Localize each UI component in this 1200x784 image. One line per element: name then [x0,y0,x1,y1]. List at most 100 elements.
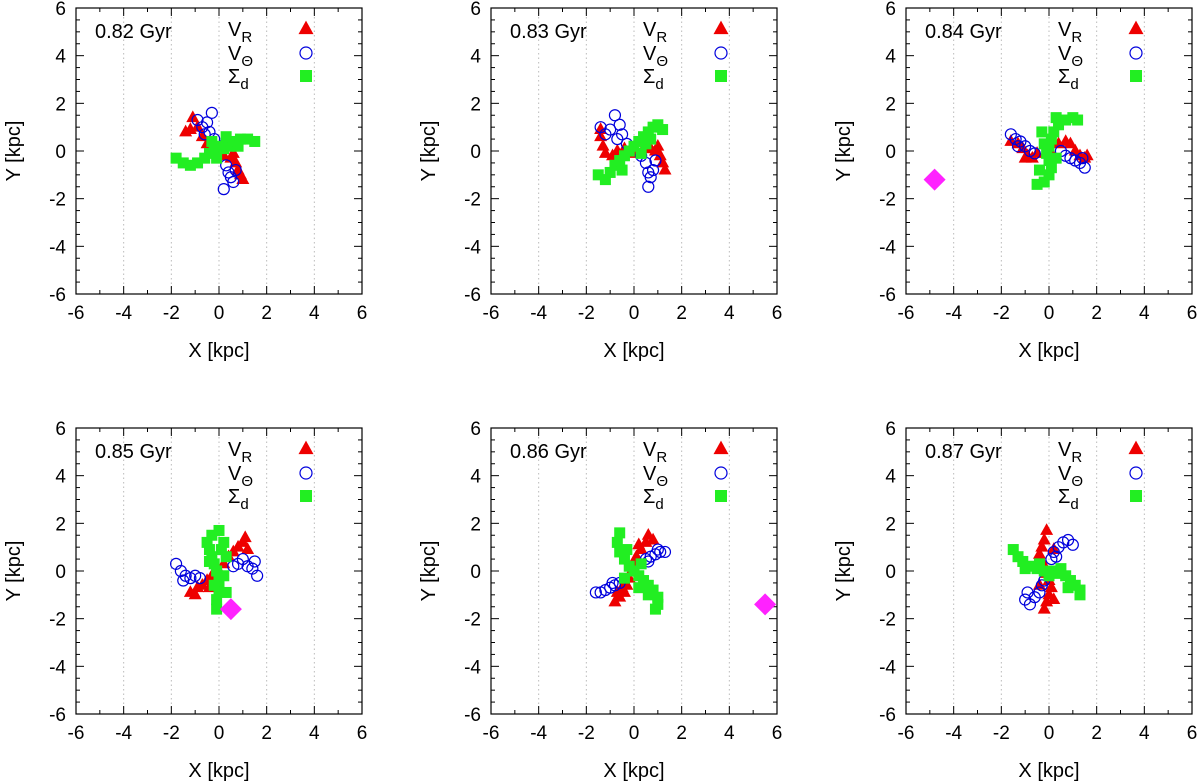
vr-point [238,530,252,543]
y-tick-label: -2 [464,190,481,211]
y-tick-label: 0 [55,562,66,583]
x-tick-label: 0 [214,723,225,744]
sigma-point [211,152,223,164]
y-tick-label: 2 [885,514,896,535]
y-tick-label: -6 [464,285,481,306]
position-marker [923,168,946,191]
sigma-point [215,544,227,556]
legend-marker-triangle [1128,20,1144,35]
vtheta-point [642,180,655,193]
x-tick-label: 0 [214,303,225,324]
y-tick-label: 6 [885,419,896,440]
vtheta-point [615,128,629,141]
legend-marker-circle [714,466,728,480]
sigma-point [652,591,664,603]
sigma-point [1038,138,1050,150]
y-tick-label: 0 [885,562,896,583]
x-tick-label: 6 [1187,303,1198,324]
vtheta-point [231,557,245,570]
x-tick-label: 0 [629,303,640,324]
sigma-point [203,555,215,567]
vr-point [195,129,209,142]
sigma-point [1074,589,1086,601]
sigma-point [616,164,628,176]
vtheta-point [1066,538,1079,551]
x-tick-label: -4 [945,723,962,744]
legend-marker-circle [1129,466,1143,480]
y-tick-label: -4 [49,237,66,258]
legend-label: VR [1058,19,1082,46]
y-tick-label: 2 [470,94,481,115]
sigma-point [592,169,604,181]
y-tick-label: 4 [470,47,481,68]
sigma-point [645,133,657,145]
y-tick-label: 6 [55,419,66,440]
vr-point [1063,136,1077,149]
vtheta-point [1019,140,1032,153]
vr-point [236,172,250,185]
sigma-point [1038,176,1050,188]
y-tick-label: 2 [55,514,66,535]
y-axis-label: Y [kpc] [833,121,855,182]
legend-marker-triangle [713,440,729,455]
x-tick-label: 4 [1139,303,1150,324]
y-tick-label: 0 [470,562,481,583]
vr-point [1040,523,1054,535]
legend-label: VR [228,439,252,466]
y-tick-label: 4 [885,467,896,488]
x-tick-label: 6 [357,303,368,324]
x-tick-label: 0 [1044,303,1055,324]
x-tick-label: 6 [357,723,368,744]
panel-time-label: 0.82 Gyr [95,21,172,43]
vr-point [1047,592,1061,605]
y-tick-label: -2 [879,190,896,211]
sigma-point [618,572,630,584]
vtheta-point [1011,140,1025,153]
panel-time-label: 0.85 Gyr [95,441,172,463]
legend-marker-square [300,70,312,82]
vtheta-point [177,574,190,587]
legend-marker-square [300,490,312,502]
vtheta-point [248,555,261,568]
sigma-point [1045,162,1057,174]
vtheta-point [644,171,657,184]
y-tick-label: -6 [49,705,66,726]
x-tick-label: -2 [578,303,595,324]
vtheta-point [599,128,612,141]
y-tick-label: 4 [55,467,66,488]
sigma-point [1033,164,1045,176]
x-tick-label: 6 [772,723,783,744]
legend-label: VR [643,19,667,46]
vtheta-point [1021,586,1034,599]
sigma-point [220,131,232,143]
sigma-point [1007,544,1019,556]
sigma-point [220,586,232,598]
x-tick-label: 6 [772,303,783,324]
y-tick-label: -4 [879,237,896,258]
vtheta-point [606,576,619,590]
vtheta-point [217,183,230,196]
y-axis-label: Y [kpc] [418,541,440,602]
y-tick-label: 0 [885,142,896,163]
sigma-point [633,582,645,594]
sigma-point [642,589,654,601]
chart-panel: -6 -4 -2 0 2 4 6 -6 -4 -2 0 2 4 6 X [kpc] Y [kpc] 0.87 G… [833,419,1197,782]
sigma-point [1033,558,1045,570]
sigma-point [184,159,196,171]
sigma-point [220,551,232,563]
vr-point [651,138,665,151]
vtheta-point [200,116,214,129]
y-tick-label: 2 [55,94,66,115]
sigma-point [1072,114,1084,126]
vtheta-point [198,128,211,141]
sigma-point [170,152,182,164]
vtheta-point [1033,586,1046,599]
x-tick-label: 2 [261,303,272,324]
x-axis-label: X [kpc] [1018,760,1079,782]
sigma-point [1017,555,1029,567]
sigma-point [1050,112,1062,124]
position-marker [754,593,777,616]
sigma-point [232,140,244,152]
y-tick-label: 0 [55,142,66,163]
legend-label: VR [228,19,252,46]
